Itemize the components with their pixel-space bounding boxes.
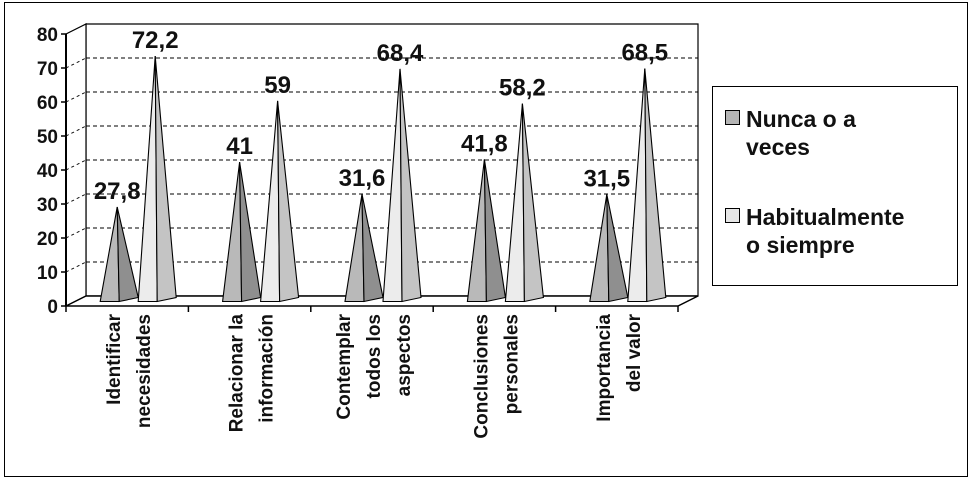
y-tick-label: 30 (37, 195, 58, 216)
x-tick-label: información (257, 314, 278, 423)
data-label: 72,2 (132, 27, 179, 54)
x-tick-label: personales (501, 314, 522, 414)
y-tick-label: 60 (37, 93, 58, 114)
gridline-side (65, 57, 87, 69)
gridline-side (65, 261, 87, 273)
y-tick-label: 80 (37, 25, 58, 46)
legend-label-habitualmente: Habitualmente o siempre (746, 204, 905, 258)
legend-item-nunca: Nunca o a veces (725, 105, 956, 161)
chart-frame (4, 2, 968, 477)
data-label: 59 (264, 72, 291, 99)
legend: Nunca o a veces Habitualmente o siempre (712, 86, 958, 286)
x-tick-label: necesidades (134, 314, 155, 428)
y-tick-label: 10 (37, 263, 58, 284)
cone-side (277, 100, 300, 303)
data-label: 27,8 (94, 178, 141, 205)
x-tick-label: del valor (624, 313, 645, 392)
data-label: 68,4 (377, 40, 424, 67)
cone-side (483, 159, 507, 303)
gridline-side (65, 91, 87, 103)
gridline-side (65, 227, 87, 239)
gridline-side (65, 193, 87, 205)
cone-side (116, 206, 139, 303)
cone-side (154, 55, 177, 303)
cone-side (606, 194, 629, 303)
legend-swatch-nunca (725, 110, 740, 125)
cone-side (361, 193, 384, 303)
y-tick-label: 50 (37, 127, 58, 148)
x-tick-label: Conclusiones (471, 314, 492, 439)
y-tick-label: 70 (37, 59, 58, 80)
y-tick-label: 0 (47, 297, 58, 318)
gridline-side (65, 125, 87, 137)
x-tick-label: Contemplar (334, 313, 355, 419)
x-tick-label: Relacionar la (227, 314, 248, 433)
legend-item-habitualmente: Habitualmente o siempre (725, 203, 956, 259)
x-tick-label: todos los (364, 314, 385, 398)
legend-swatch-habitualmente (725, 208, 740, 223)
data-label: 68,5 (621, 40, 668, 67)
data-label: 58,2 (499, 75, 546, 102)
cone-side (239, 162, 262, 303)
data-label: 31,6 (339, 165, 386, 192)
cone-side (644, 68, 667, 303)
data-label: 31,5 (583, 165, 630, 192)
y-tick-label: 20 (37, 229, 58, 250)
cone-side (399, 68, 422, 303)
y-tick-label: 40 (37, 161, 58, 182)
x-tick-label: Identificar (104, 313, 125, 404)
gridline-side (65, 159, 87, 171)
data-label: 41,8 (461, 130, 508, 157)
legend-label-nunca: Nunca o a veces (746, 106, 856, 160)
cone-side (521, 103, 545, 303)
x-tick-label: Importancia (594, 314, 615, 422)
data-label: 41 (226, 133, 253, 160)
x-tick-label: aspectos (394, 314, 415, 396)
